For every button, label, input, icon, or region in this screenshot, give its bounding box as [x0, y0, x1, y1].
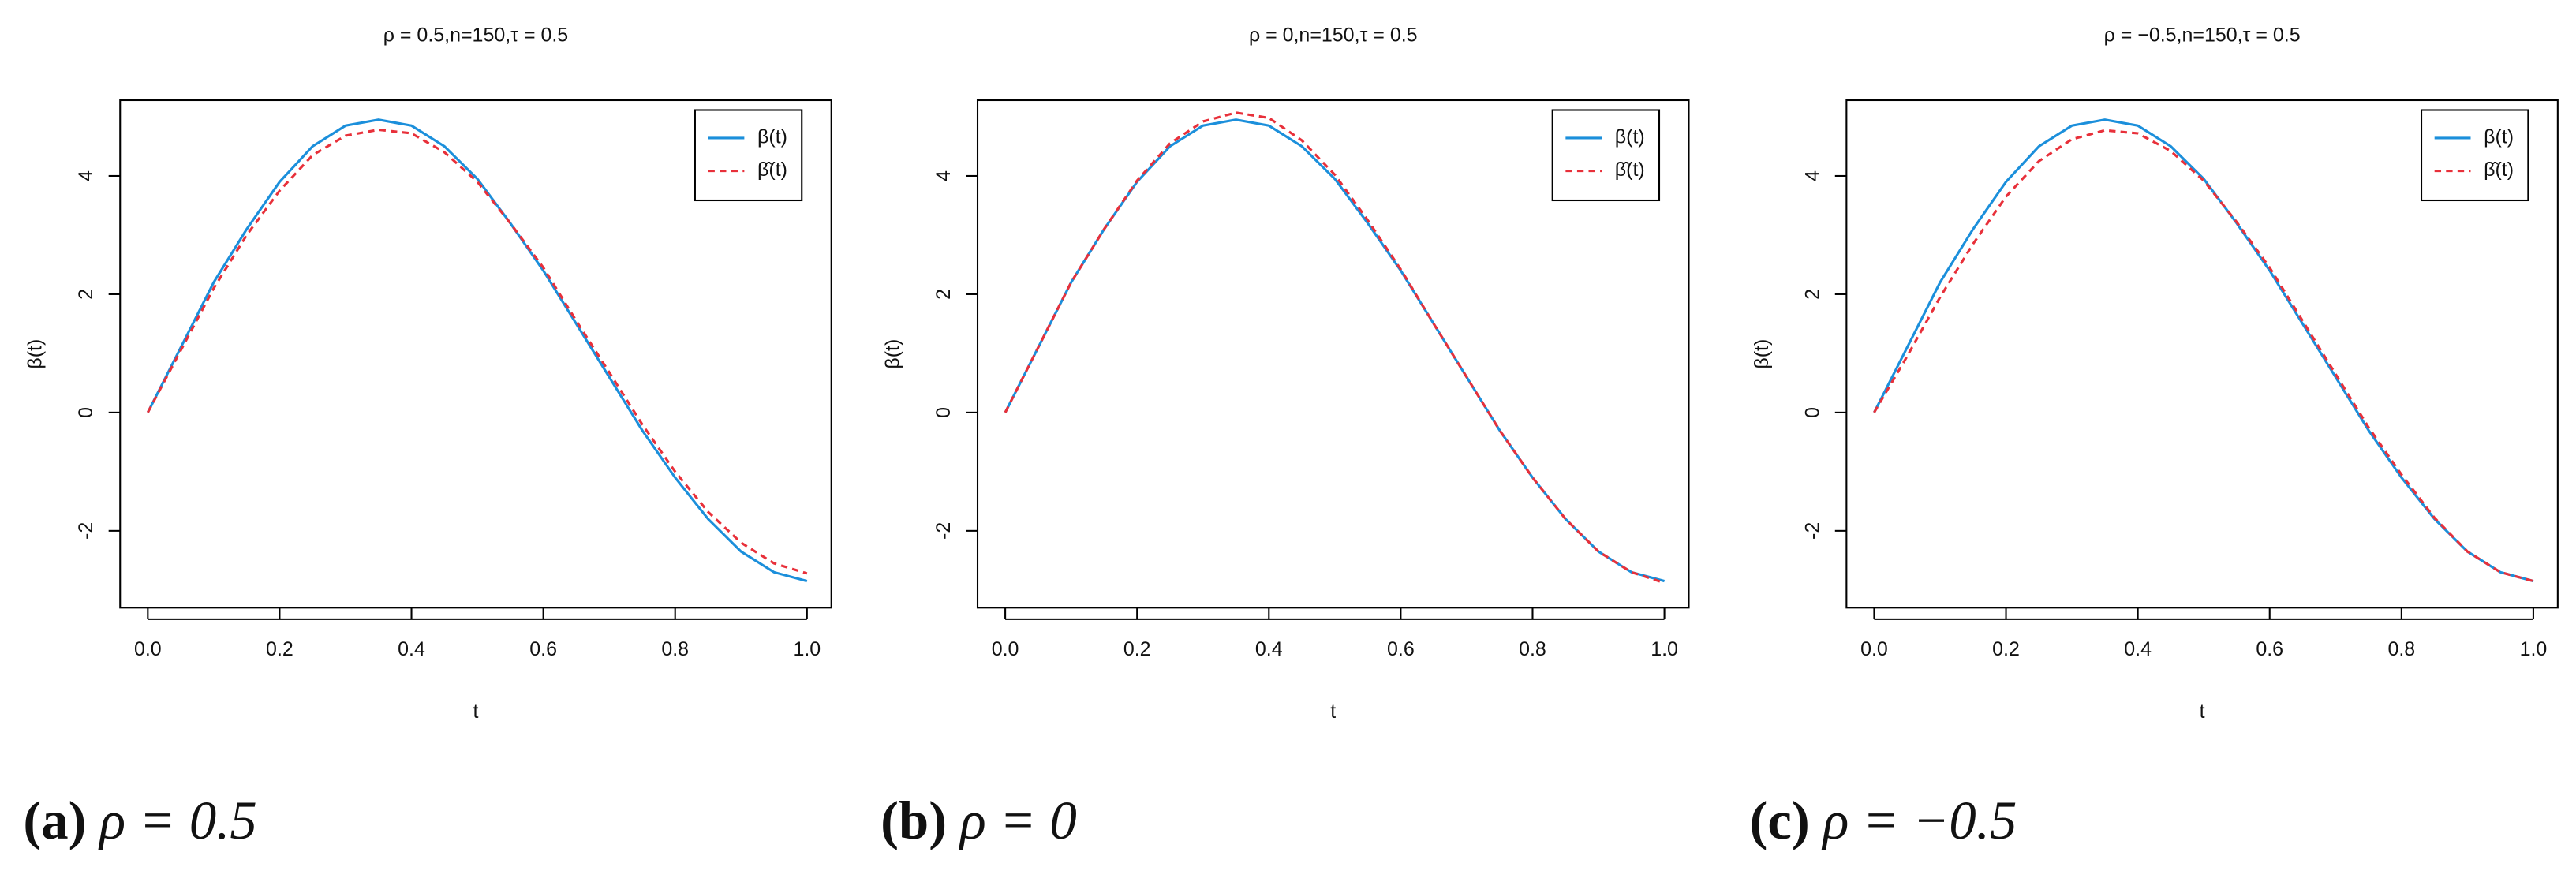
x-tick-label: 1.0 — [1651, 638, 1678, 660]
y-tick-label: 0 — [1801, 407, 1823, 418]
plot-frame — [119, 99, 832, 609]
x-tick-label: 0.8 — [661, 638, 689, 660]
legend-label: β(t) — [1615, 125, 1645, 148]
y-tick-label: 4 — [933, 170, 955, 181]
x-tick-label: 0.4 — [2124, 638, 2152, 660]
series-line — [1004, 111, 1666, 585]
y-tick-label: 4 — [75, 170, 97, 181]
caption-tag: (a) — [23, 790, 86, 850]
y-tick-label: 2 — [1801, 289, 1823, 300]
panel: ρ = 0.5,n=150,τ = 0.5 0.0 0.2 0.4 0.6 0.8 1.0 -… — [23, 24, 832, 850]
y-tick-label: 0 — [933, 407, 955, 418]
x-tick-label: 0.6 — [1387, 638, 1415, 660]
caption-tag: (b) — [880, 790, 947, 850]
plot-frame — [976, 99, 1690, 609]
y-tick-label: -2 — [1801, 522, 1823, 540]
legend-box — [694, 109, 803, 202]
y-axis-label: β(t) — [1751, 339, 1773, 369]
y-tick-label: -2 — [933, 522, 955, 540]
x-axis-label: t — [2200, 701, 2205, 723]
x-tick-label: 0.2 — [1123, 638, 1151, 660]
x-tick-label: 1.0 — [793, 638, 821, 660]
caption-text: ρ = 0.5 — [98, 790, 257, 850]
chart-title: ρ = 0,n=150,τ = 0.5 — [1249, 24, 1418, 46]
panel: ρ = 0,n=150,τ = 0.5 0.0 0.2 0.4 0.6 0.8 1.0 -2 0… — [880, 24, 1690, 850]
legend-label: β(t) — [2484, 125, 2514, 148]
y-axis-label: β(t) — [881, 339, 903, 369]
plot-frame — [1845, 99, 2559, 609]
y-tick-label: -2 — [75, 522, 97, 540]
x-tick-label: 0.8 — [2387, 638, 2415, 660]
series-line — [146, 128, 808, 575]
series-line — [1873, 118, 2534, 583]
panel: ρ = −0.5,n=150,τ = 0.5 0.0 0.2 0.4 0.6 0.8 1.0… — [1750, 24, 2559, 850]
caption-text: ρ = −0.5 — [1821, 790, 2017, 850]
caption: (c) ρ = −0.5 — [1750, 790, 2017, 850]
chart-title: ρ = −0.5,n=150,τ = 0.5 — [2104, 24, 2301, 46]
x-tick-label: 0.4 — [1255, 638, 1283, 660]
x-axis-label: t — [473, 701, 479, 723]
x-axis-label: t — [1330, 701, 1336, 723]
caption-text: ρ = 0 — [959, 790, 1077, 850]
x-tick-label: 0.8 — [1519, 638, 1546, 660]
y-tick-label: 2 — [933, 289, 955, 300]
x-tick-label: 1.0 — [2520, 638, 2548, 660]
legend-box — [2420, 109, 2529, 202]
caption: (b) ρ = 0 — [880, 790, 1077, 850]
legend-label: β̂(t) — [1615, 159, 1645, 181]
y-tick-label: 4 — [1801, 170, 1823, 181]
caption-tag: (c) — [1750, 790, 1810, 850]
legend-box — [1551, 109, 1661, 202]
y-tick-label: 2 — [75, 289, 97, 300]
x-tick-label: 0.2 — [266, 638, 293, 660]
legend-label: β̂(t) — [2484, 159, 2514, 181]
x-tick-label: 0.4 — [398, 638, 425, 660]
legend-label: β̂(t) — [757, 159, 787, 181]
legend-label: β(t) — [757, 125, 787, 148]
x-tick-label: 0.6 — [529, 638, 557, 660]
x-tick-label: 0.0 — [992, 638, 1019, 660]
y-axis-label: β(t) — [24, 339, 47, 369]
y-tick-label: 0 — [75, 407, 97, 418]
caption: (a) ρ = 0.5 — [23, 790, 256, 850]
chart-title: ρ = 0.5,n=150,τ = 0.5 — [383, 24, 568, 46]
x-tick-label: 0.0 — [134, 638, 162, 660]
series-line — [146, 118, 808, 583]
x-tick-label: 0.0 — [1860, 638, 1888, 660]
x-tick-label: 0.6 — [2256, 638, 2283, 660]
x-tick-label: 0.2 — [1992, 638, 2020, 660]
